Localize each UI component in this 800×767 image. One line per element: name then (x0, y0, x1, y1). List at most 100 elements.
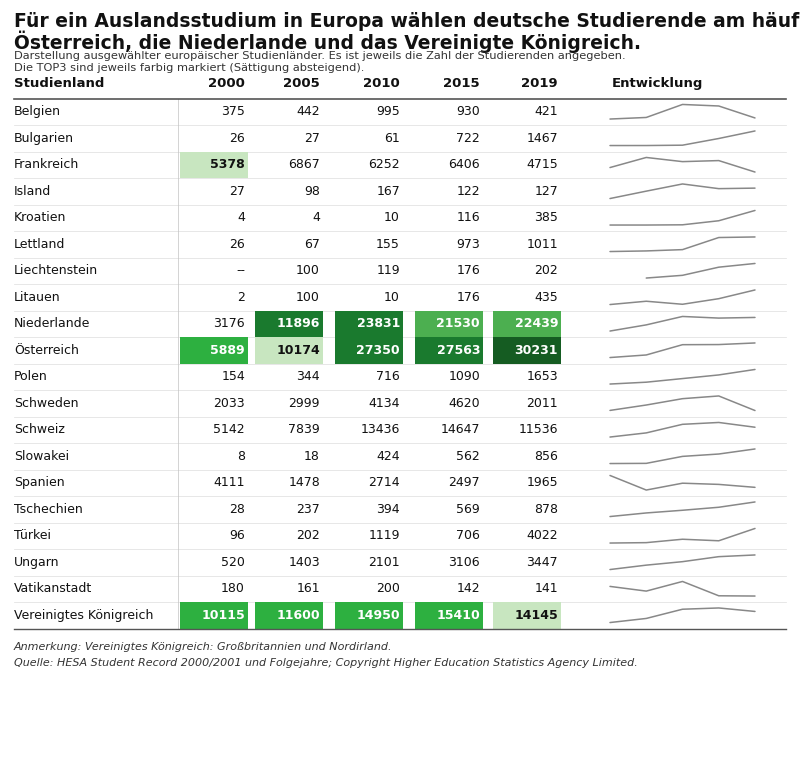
Text: 394: 394 (376, 502, 400, 515)
Text: Österreich: Österreich (14, 344, 79, 357)
Text: 22439: 22439 (514, 318, 558, 331)
Bar (493, 311, 561, 337)
Text: 5378: 5378 (210, 158, 245, 171)
Text: 67: 67 (304, 238, 320, 251)
Bar (493, 337, 561, 364)
Text: 5142: 5142 (214, 423, 245, 436)
Text: 421: 421 (534, 105, 558, 118)
Text: 23831: 23831 (357, 318, 400, 331)
Bar (255, 602, 323, 628)
Text: 5889: 5889 (210, 344, 245, 357)
Text: Frankreich: Frankreich (14, 158, 79, 171)
Text: Österreich, die Niederlande und das Vereinigte Königreich.: Österreich, die Niederlande und das Vere… (14, 31, 641, 54)
Text: 100: 100 (296, 265, 320, 277)
Text: 569: 569 (456, 502, 480, 515)
Text: 119: 119 (376, 265, 400, 277)
Text: 706: 706 (456, 529, 480, 542)
Text: 4: 4 (237, 211, 245, 224)
Text: 375: 375 (221, 105, 245, 118)
Text: 424: 424 (376, 449, 400, 463)
Text: 2000: 2000 (208, 77, 245, 90)
Text: Schweden: Schweden (14, 397, 78, 410)
Text: 878: 878 (534, 502, 558, 515)
Text: 2005: 2005 (283, 77, 320, 90)
Text: 856: 856 (534, 449, 558, 463)
Text: 180: 180 (221, 582, 245, 595)
Text: 26: 26 (230, 238, 245, 251)
Text: 1403: 1403 (288, 556, 320, 569)
Text: 930: 930 (456, 105, 480, 118)
Text: 2: 2 (237, 291, 245, 304)
Text: 18: 18 (304, 449, 320, 463)
Text: 2101: 2101 (368, 556, 400, 569)
Text: 116: 116 (456, 211, 480, 224)
Text: 4022: 4022 (526, 529, 558, 542)
Text: 11896: 11896 (277, 318, 320, 331)
Text: Niederlande: Niederlande (14, 318, 90, 331)
Text: 202: 202 (534, 265, 558, 277)
Text: 27350: 27350 (356, 344, 400, 357)
Text: 142: 142 (456, 582, 480, 595)
Bar (415, 337, 483, 364)
Text: 2714: 2714 (368, 476, 400, 489)
Text: Litauen: Litauen (14, 291, 61, 304)
Text: Vereinigtes Königreich: Vereinigtes Königreich (14, 609, 154, 622)
Text: Ungarn: Ungarn (14, 556, 59, 569)
Text: 167: 167 (376, 185, 400, 198)
Bar (180, 602, 248, 628)
Text: Für ein Auslandsstudium in Europa wählen deutsche Studierende am häufigsten: Für ein Auslandsstudium in Europa wählen… (14, 12, 800, 31)
Text: 520: 520 (221, 556, 245, 569)
Text: 3176: 3176 (214, 318, 245, 331)
Text: 562: 562 (456, 449, 480, 463)
Text: 10174: 10174 (276, 344, 320, 357)
Text: 4: 4 (312, 211, 320, 224)
Text: 26: 26 (230, 132, 245, 145)
Text: Die TOP3 sind jeweils farbig markiert (Sättigung absteigend).: Die TOP3 sind jeweils farbig markiert (S… (14, 63, 364, 73)
Text: 10: 10 (384, 211, 400, 224)
Bar (335, 602, 403, 628)
Text: 1011: 1011 (526, 238, 558, 251)
Text: 176: 176 (456, 291, 480, 304)
Text: 2011: 2011 (526, 397, 558, 410)
Text: 1653: 1653 (526, 370, 558, 384)
Text: 2010: 2010 (363, 77, 400, 90)
Text: Schweiz: Schweiz (14, 423, 65, 436)
Text: 1467: 1467 (526, 132, 558, 145)
Text: Liechtenstein: Liechtenstein (14, 265, 98, 277)
Text: 435: 435 (534, 291, 558, 304)
Text: Vatikanstadt: Vatikanstadt (14, 582, 92, 595)
Text: 127: 127 (534, 185, 558, 198)
Text: 3447: 3447 (526, 556, 558, 569)
Text: 344: 344 (296, 370, 320, 384)
Text: 442: 442 (296, 105, 320, 118)
Text: 716: 716 (376, 370, 400, 384)
Text: 96: 96 (230, 529, 245, 542)
Text: 98: 98 (304, 185, 320, 198)
Text: 4715: 4715 (526, 158, 558, 171)
Text: 6406: 6406 (448, 158, 480, 171)
Bar (415, 602, 483, 628)
Text: Slowakei: Slowakei (14, 449, 69, 463)
Text: 200: 200 (376, 582, 400, 595)
Text: Entwicklung: Entwicklung (612, 77, 703, 90)
Text: 202: 202 (296, 529, 320, 542)
Text: Anmerkung: Vereinigtes Königreich: Großbritannien und Nordirland.: Anmerkung: Vereinigtes Königreich: Großb… (14, 643, 393, 653)
Text: 15410: 15410 (436, 609, 480, 622)
Text: Island: Island (14, 185, 51, 198)
Text: 4134: 4134 (369, 397, 400, 410)
Text: Kroatien: Kroatien (14, 211, 66, 224)
Text: 4620: 4620 (448, 397, 480, 410)
Bar (335, 337, 403, 364)
Text: 100: 100 (296, 291, 320, 304)
Text: 4111: 4111 (214, 476, 245, 489)
Text: 2033: 2033 (214, 397, 245, 410)
Text: Polen: Polen (14, 370, 48, 384)
Bar (335, 311, 403, 337)
Bar (180, 337, 248, 364)
Text: 2497: 2497 (448, 476, 480, 489)
Text: 28: 28 (229, 502, 245, 515)
Text: 3106: 3106 (448, 556, 480, 569)
Text: 154: 154 (222, 370, 245, 384)
Text: 141: 141 (534, 582, 558, 595)
Text: 14950: 14950 (356, 609, 400, 622)
